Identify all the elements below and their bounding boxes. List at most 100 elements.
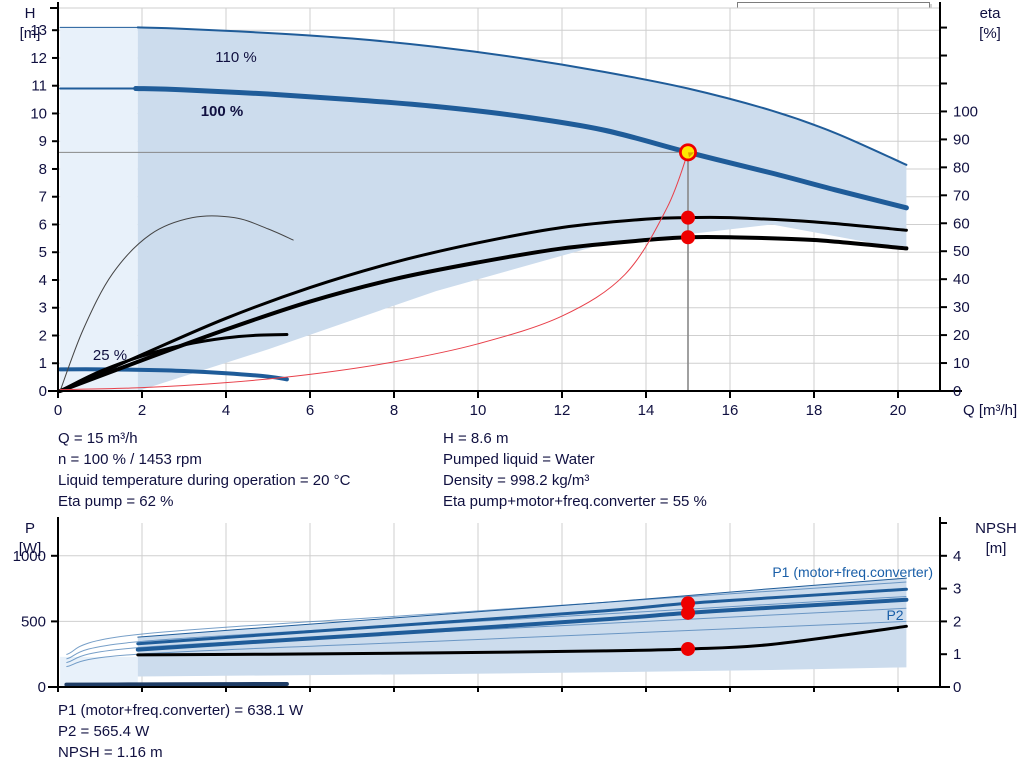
top-x-tick-label: 0: [54, 402, 62, 419]
top-x-tick-label: 20: [890, 402, 907, 419]
bottom-curve-1: [135, 597, 909, 652]
bottom-y-left-tick-label: 1000: [13, 548, 46, 565]
top-x-tick-label: 2: [138, 402, 146, 419]
top-y-right-axis-title: eta: [980, 5, 1002, 22]
top-y-left-tick-label: 7: [39, 189, 47, 206]
curve-label-100: 100 %: [201, 103, 244, 120]
legend-label-p2: P2: [886, 607, 903, 623]
head-efficiency-plot: 110 %100 %25 %01234567891011121301020304…: [20, 2, 1017, 419]
bottom-y-right-axis-unit: [m]: [986, 540, 1007, 557]
bottom-curves: P1 (motor+freq.converter) P2: [64, 564, 933, 687]
top-axes: 0123456789101112130102030405060708090100…: [20, 2, 1017, 419]
top-curve-6: [58, 215, 908, 393]
bottom-y-right-axis-title: NPSH: [975, 520, 1017, 537]
bottom-y-right-tick-label: 3: [953, 581, 961, 598]
top-operating-envelope: [137, 27, 907, 392]
top-curve-7: [58, 234, 909, 393]
legend-label-p1: P1 (motor+freq.converter): [772, 564, 933, 580]
bottom-y-left-axis-unit: [W]: [19, 540, 42, 557]
summary-line-liquid: Pumped liquid = Water: [443, 451, 595, 468]
bottom-y-left-tick-label: 0: [38, 679, 46, 696]
top-y-right-tick-label: 90: [953, 131, 970, 148]
bottom-speed-line-0: [66, 620, 907, 668]
summary-line-temp: Liquid temperature during operation = 20…: [58, 472, 351, 489]
top-y-left-tick-label: 11: [31, 78, 47, 95]
bottom-y-left-axis-title: P: [25, 520, 35, 537]
bottom-npsh-marker: [681, 641, 695, 656]
curve-label-110: 110 %: [215, 49, 256, 66]
top-x-axis-title: Q [m³/h]: [963, 402, 1017, 419]
top-curves: 110 % 100 % 25 %: [58, 26, 909, 393]
top-y-right-tick-label: 20: [953, 327, 970, 344]
top-y-left-tick-label: 10: [30, 105, 47, 122]
top-curve-0: [136, 26, 908, 166]
head-efficiency-chart: 110 % 100 % 25 % 0 1 2 3 4 5 6 7 8 9 10 11 12 13 0 10 20 30 4…: [20, 2, 1017, 419]
operating-point-wedge: [688, 152, 694, 158]
top-y-left-tick-label: 6: [39, 216, 47, 233]
top-y-left-tick-label: 3: [39, 300, 47, 317]
top-x-tick-label: 8: [390, 402, 398, 419]
power-npsh-chart: P1 (motor+freq.converter) P2 0 500 1000 0 1 2 3 4…: [0, 515, 1024, 700]
summary-line-eta-pump: Eta pump = 62 %: [58, 493, 174, 510]
top-curve-5: [59, 215, 294, 392]
summary-line-p2: P2 = 565.4 W: [58, 723, 150, 740]
bottom-y-right-tick-label: 1: [953, 646, 961, 663]
curve-label-25: 25 %: [93, 347, 127, 364]
bottom-curve-3: [64, 681, 289, 687]
bottom-envelope-lowflow: [60, 656, 138, 687]
top-x-tick-label: 10: [470, 402, 487, 419]
top-curve-4: [58, 367, 289, 382]
bottom-p2-marker: [681, 605, 695, 620]
bottom-y-right-tick-label: 4: [953, 548, 961, 565]
summary-line-eta-total: Eta pump+motor+freq.converter = 55 %: [443, 493, 707, 510]
summary-line-n: n = 100 % / 1453 rpm: [58, 451, 202, 468]
top-curve-2: [133, 85, 909, 211]
top-eta-marker-1: [681, 230, 695, 245]
bottom-y-right-tick-label: 2: [953, 613, 961, 630]
top-y-right-axis-unit: [%]: [979, 25, 1001, 42]
summary-right-column: H = 8.6 m Pumped liquid = Water Density …: [443, 428, 707, 512]
bottom-y-right-tick-label: 0: [953, 679, 961, 696]
summary-line-npsh: NPSH = 1.16 m: [58, 744, 163, 761]
top-y-left-tick-label: 4: [39, 272, 47, 289]
top-y-right-tick-label: 80: [953, 159, 970, 176]
top-y-left-axis-unit: [m]: [20, 25, 41, 42]
top-x-tick-label: 14: [638, 402, 655, 419]
top-y-left-tick-label: 9: [39, 133, 47, 150]
summary-line-density: Density = 998.2 kg/m³: [443, 472, 590, 489]
summary-line-q: Q = 15 m³/h: [58, 430, 138, 447]
top-y-left-tick-label: 5: [39, 244, 47, 261]
top-y-right-tick-label: 100: [953, 103, 978, 120]
top-y-right-tick-label: 30: [953, 299, 970, 316]
top-y-right-tick-label: 70: [953, 187, 970, 204]
operating-point-summary-bottom: P1 (motor+freq.converter) = 638.1 W P2 =…: [58, 700, 303, 763]
top-x-tick-label: 16: [722, 402, 739, 419]
top-y-left-tick-label: 13: [30, 22, 47, 39]
top-x-tick-label: 18: [806, 402, 823, 419]
top-y-right-tick-label: 10: [953, 355, 970, 372]
top-eta-marker-0: [681, 210, 695, 225]
bottom-curve-2: [137, 577, 907, 638]
top-y-left-tick-label: 1: [39, 355, 47, 372]
top-y-left-axis-title: H: [25, 5, 36, 22]
bottom-curve-0: [136, 587, 908, 646]
top-y-left-tick-label: 12: [30, 50, 47, 67]
top-curve-9: [59, 151, 689, 391]
top-y-left-tick-label: 0: [39, 383, 47, 400]
top-y-left-tick-label: 8: [39, 161, 47, 178]
top-y-right-tick-label: 40: [953, 271, 970, 288]
top-x-tick-label: 12: [554, 402, 571, 419]
top-x-tick-label: 6: [306, 402, 314, 419]
top-gridlines: [57, 7, 940, 392]
bottom-curve-4: [136, 624, 908, 657]
top-y-right-tick-label: 50: [953, 243, 970, 260]
top-envelope-lowflow: [60, 27, 138, 391]
power-npsh-plot: P1 (motor+freq.converter) P2 0 500 1000 0 1 2 3 4…: [13, 517, 1017, 696]
bottom-y-left-tick-label: 500: [21, 613, 46, 630]
summary-line-p1: P1 (motor+freq.converter) = 638.1 W: [58, 702, 304, 719]
summary-line-h: H = 8.6 m: [443, 430, 509, 447]
top-y-left-tick-label: 2: [39, 327, 47, 344]
bottom-speed-line-3: [66, 581, 907, 655]
top-y-right-tick-label: 60: [953, 215, 970, 232]
top-y-right-tick-label: 0: [953, 383, 961, 400]
